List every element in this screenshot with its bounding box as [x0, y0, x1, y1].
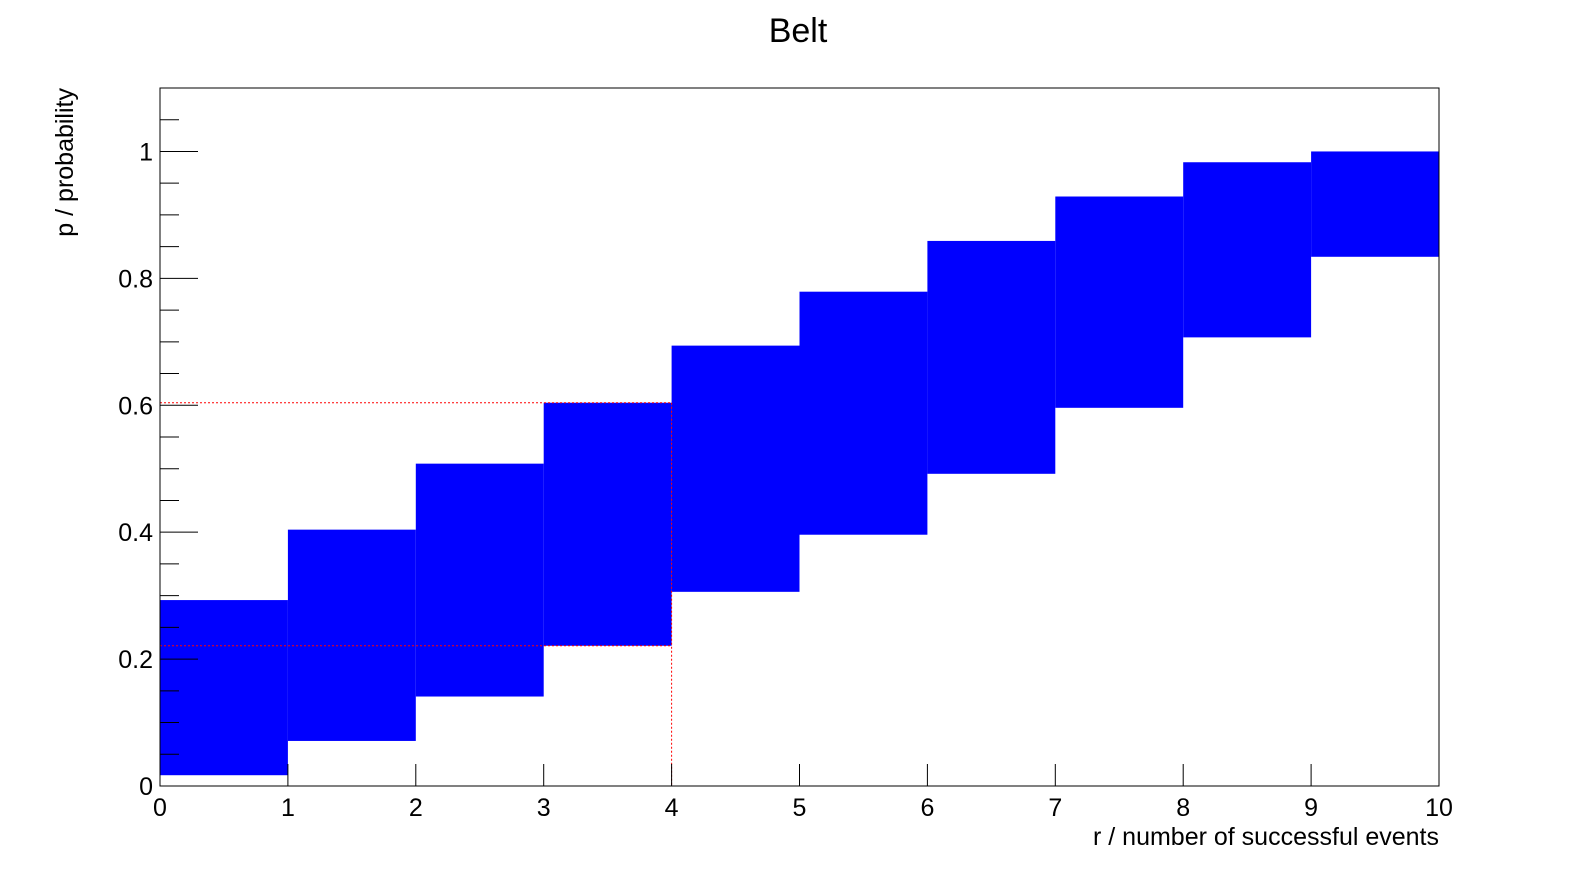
belt-bar-r6 — [927, 240, 1056, 474]
belt-bar-r8 — [1183, 162, 1312, 338]
x-tick-label-3: 3 — [537, 794, 551, 822]
y-tick-label-0.2: 0.2 — [118, 646, 153, 674]
y-tick-label-0.6: 0.6 — [118, 392, 153, 420]
guide-lines — [160, 402, 673, 786]
y-axis-label: p / probability — [51, 88, 79, 237]
y-axis-ticks: 0 0.2 0.4 0.6 0.8 1 — [118, 119, 198, 801]
x-tick-label-7: 7 — [1048, 794, 1062, 822]
belt-bar-r1 — [287, 529, 416, 741]
belt-bar-r2 — [415, 463, 544, 697]
x-tick-label-4: 4 — [665, 794, 679, 822]
x-tick-label-8: 8 — [1176, 794, 1190, 822]
belt-bars — [160, 151, 1439, 776]
y-tick-label-0.4: 0.4 — [118, 519, 153, 547]
x-tick-label-1: 1 — [281, 794, 295, 822]
belt-bar-r5 — [799, 291, 928, 535]
y-tick-label-0: 0 — [139, 773, 153, 801]
belt-bar-r4 — [671, 345, 800, 592]
belt-bar-r0 — [160, 600, 288, 776]
x-tick-label-9: 9 — [1304, 794, 1318, 822]
x-tick-label-2: 2 — [409, 794, 423, 822]
x-axis-ticks: 0 1 2 3 4 5 6 7 8 9 10 — [153, 764, 1453, 822]
belt-bar-r3 — [543, 402, 672, 646]
y-tick-label-0.8: 0.8 — [118, 265, 153, 293]
y-tick-label-1: 1 — [139, 138, 153, 166]
x-tick-label-5: 5 — [793, 794, 807, 822]
belt-bar-r9 — [1311, 151, 1439, 257]
x-tick-label-10: 10 — [1425, 794, 1453, 822]
x-axis-label: r / number of successful events — [1093, 823, 1439, 851]
chart-title: Belt — [769, 12, 828, 50]
belt-bar-r7 — [1055, 196, 1184, 408]
x-tick-label-0: 0 — [153, 794, 167, 822]
x-tick-label-6: 6 — [920, 794, 934, 822]
